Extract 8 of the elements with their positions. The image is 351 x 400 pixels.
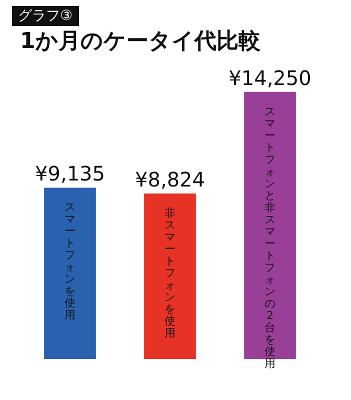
text: グラフ③ bbox=[12, 6, 79, 26]
category-label: スマートフォンと非スマートフォンの2台を使用 bbox=[264, 104, 276, 370]
category-label: スマートフォンを使用 bbox=[64, 200, 76, 322]
chart-title: 1か月のケータイ代比較 bbox=[20, 29, 262, 54]
category-label: 非スマートフォンを使用 bbox=[164, 206, 176, 340]
data-label: ¥8,824 bbox=[135, 168, 205, 192]
data-label: ¥9,135 bbox=[35, 162, 105, 186]
data-label: ¥14,250 bbox=[228, 66, 312, 90]
